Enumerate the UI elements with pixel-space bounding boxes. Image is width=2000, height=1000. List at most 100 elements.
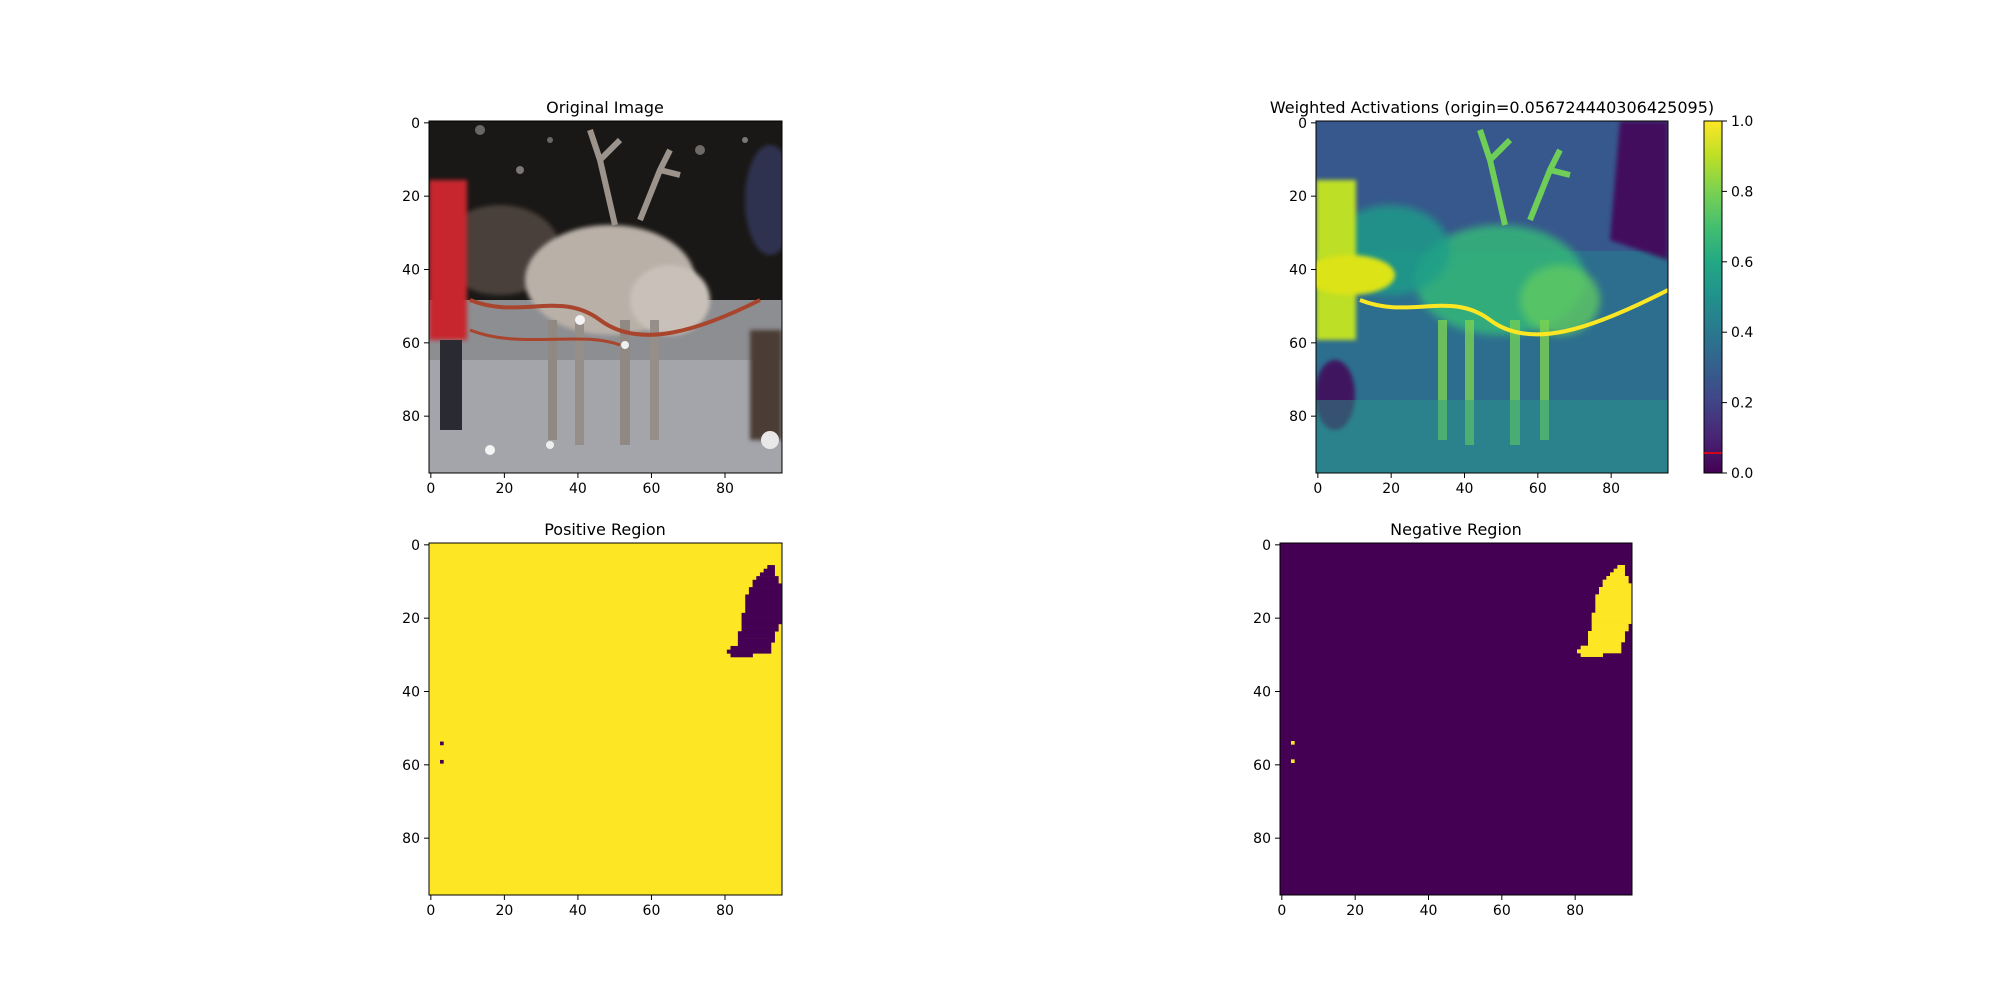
mask-row — [730, 653, 753, 658]
mask-row — [1599, 590, 1633, 595]
mask-pixel — [1291, 759, 1295, 763]
x-tick-label: 60 — [1493, 903, 1511, 919]
mask-background — [1280, 543, 1632, 895]
y-tick-label: 80 — [1253, 831, 1271, 847]
mask-row — [1591, 627, 1629, 632]
mask-row — [1613, 568, 1625, 573]
mask-row — [1580, 653, 1603, 657]
x-tick-label: 80 — [1566, 903, 1584, 919]
mask-row — [1591, 612, 1633, 617]
x-tick-label: 40 — [569, 903, 587, 919]
y-tick-label: 20 — [402, 611, 420, 627]
y-tick-label: 80 — [402, 831, 420, 847]
mask-row — [741, 620, 783, 625]
mask-row — [1580, 645, 1622, 650]
mask-row — [745, 605, 783, 610]
mask-row — [756, 576, 779, 581]
mask-row — [737, 642, 772, 647]
y-tick-label: 0 — [1262, 538, 1271, 554]
y-tick-label: 60 — [402, 758, 420, 774]
negative-region-mask — [1280, 543, 1633, 895]
x-tick-label: 80 — [1602, 481, 1620, 497]
mask-pixel — [440, 741, 444, 746]
y-tick-label: 40 — [402, 263, 420, 279]
mask-row — [1606, 576, 1629, 580]
original-photo — [429, 121, 782, 473]
y-tick-label: 80 — [402, 409, 420, 425]
y-tick-label: 0 — [411, 538, 420, 554]
mask-row — [741, 623, 779, 628]
y-tick-label: 40 — [402, 685, 420, 701]
y-tick-label: 20 — [1289, 189, 1307, 205]
mask-row — [745, 594, 783, 599]
mask-row — [1602, 583, 1633, 588]
mask-row — [730, 645, 772, 650]
mask-row — [1595, 594, 1633, 599]
activations-heatmap — [1316, 121, 1668, 473]
y-tick-label: 0 — [411, 116, 420, 132]
mask-row — [741, 627, 779, 632]
mask-row — [752, 583, 783, 588]
mask-pixel — [1291, 741, 1295, 745]
activations-title: Weighted Activations (origin=0.056724440… — [1270, 98, 1714, 117]
x-tick-label: 0 — [426, 903, 435, 919]
mask-row — [737, 631, 775, 636]
y-tick-label: 40 — [1253, 685, 1271, 701]
original-axes: 0 20 40 60 80 0 20 40 60 80 — [402, 116, 734, 497]
mask-row — [1617, 565, 1625, 569]
y-tick-label: 40 — [1289, 263, 1307, 279]
mask-row — [1610, 572, 1625, 577]
colorbar-tick-label: 1.0 — [1731, 114, 1753, 130]
mask-row — [1599, 587, 1633, 591]
x-tick-label: 40 — [1456, 481, 1474, 497]
x-tick-label: 20 — [1382, 481, 1400, 497]
mask-row — [1595, 609, 1633, 613]
mask-row — [745, 598, 783, 603]
colorbar-tick-label: 0.2 — [1731, 396, 1753, 412]
mask-row — [1591, 623, 1629, 628]
activations-axes: 0 20 40 60 80 0 20 40 60 80 — [1289, 116, 1620, 497]
x-tick-label: 0 — [1313, 481, 1322, 497]
mask-row — [726, 649, 772, 654]
colorbar-tick-label: 0.4 — [1731, 325, 1753, 341]
mask-row — [745, 601, 783, 606]
mask-row — [741, 612, 783, 617]
panel-original-image: Original Image — [402, 98, 783, 497]
colorbar-ticks: 0.0 0.2 0.4 0.6 0.8 1.0 — [1722, 114, 1753, 482]
mask-row — [1591, 620, 1633, 624]
positive-axes: 0 20 40 60 80 0 20 40 60 80 — [402, 538, 734, 919]
negative-axes: 0 20 40 60 80 0 20 40 60 80 — [1253, 538, 1584, 919]
panel-positive-region: Positive Region 0 20 40 60 80 0 20 40 60 80 — [402, 520, 783, 919]
mask-row — [1588, 642, 1622, 646]
mask-row — [737, 638, 775, 643]
y-tick-label: 80 — [1289, 409, 1307, 425]
mask-row — [737, 634, 775, 639]
mask-row — [1591, 616, 1633, 621]
positive-region-title: Positive Region — [544, 520, 666, 539]
mask-row — [1602, 579, 1629, 584]
mask-row — [1595, 601, 1633, 606]
mask-row — [759, 572, 775, 577]
mask-pixel — [440, 759, 444, 764]
mask-row — [763, 568, 775, 573]
y-tick-label: 60 — [1253, 758, 1271, 774]
original-image-title: Original Image — [546, 98, 664, 117]
colorbar-tick-label: 0.8 — [1731, 184, 1753, 200]
mask-row — [767, 565, 775, 570]
mask-row — [748, 587, 783, 592]
mask-row — [1595, 598, 1633, 602]
y-tick-label: 0 — [1298, 116, 1307, 132]
mask-row — [1588, 634, 1625, 639]
x-tick-label: 20 — [495, 903, 513, 919]
x-tick-label: 20 — [1346, 903, 1364, 919]
x-tick-label: 0 — [1277, 903, 1286, 919]
mask-row — [748, 590, 783, 595]
x-tick-label: 20 — [495, 481, 513, 497]
colorbar-tick-label: 0.6 — [1731, 255, 1753, 271]
x-tick-label: 40 — [569, 481, 587, 497]
panel-weighted-activations: Weighted Activations (origin=0.056724440… — [1270, 98, 1754, 497]
mask-row — [745, 609, 783, 614]
mask-row — [752, 579, 779, 584]
x-tick-label: 40 — [1420, 903, 1438, 919]
